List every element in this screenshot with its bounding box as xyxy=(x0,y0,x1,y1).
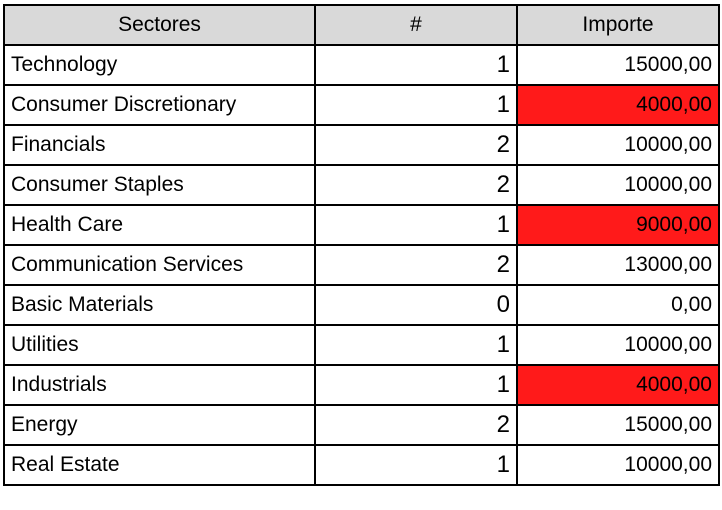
count-cell[interactable]: 2 xyxy=(314,404,518,446)
sector-cell[interactable]: Real Estate xyxy=(3,444,316,486)
amount-cell-highlighted[interactable]: 4000,00 xyxy=(516,364,720,406)
sector-cell[interactable]: Communication Services xyxy=(3,244,316,286)
count-cell[interactable]: 2 xyxy=(314,164,518,206)
count-cell[interactable]: 1 xyxy=(314,204,518,246)
table-row: Basic Materials 0 0,00 xyxy=(3,284,720,326)
sector-cell[interactable]: Technology xyxy=(3,44,316,86)
count-cell[interactable]: 1 xyxy=(314,84,518,126)
count-cell[interactable]: 1 xyxy=(314,444,518,486)
table-row: Industrials 1 4000,00 xyxy=(3,364,720,406)
count-cell[interactable]: 2 xyxy=(314,244,518,286)
amount-cell-highlighted[interactable]: 9000,00 xyxy=(516,204,720,246)
amount-cell[interactable]: 10000,00 xyxy=(516,444,720,486)
header-amount[interactable]: Importe xyxy=(516,4,720,46)
amount-cell-highlighted[interactable]: 4000,00 xyxy=(516,84,720,126)
sector-table-container: Sectores # Importe Technology 1 15000,00 Co… xyxy=(3,4,720,486)
sector-cell[interactable]: Energy xyxy=(3,404,316,446)
sector-cell[interactable]: Industrials xyxy=(3,364,316,406)
table-row: Consumer Staples 2 10000,00 xyxy=(3,164,720,206)
table-body: Technology 1 15000,00 Consumer Discretionar… xyxy=(3,44,720,486)
header-row: Sectores # Importe xyxy=(3,4,720,46)
count-cell[interactable]: 0 xyxy=(314,284,518,326)
amount-cell[interactable]: 10000,00 xyxy=(516,324,720,366)
sector-cell[interactable]: Basic Materials xyxy=(3,284,316,326)
table-row: Energy 2 15000,00 xyxy=(3,404,720,446)
amount-cell[interactable]: 15000,00 xyxy=(516,404,720,446)
sector-cell[interactable]: Utilities xyxy=(3,324,316,366)
header-count[interactable]: # xyxy=(314,4,518,46)
table-row: Health Care 1 9000,00 xyxy=(3,204,720,246)
amount-cell[interactable]: 13000,00 xyxy=(516,244,720,286)
amount-cell[interactable]: 10000,00 xyxy=(516,124,720,166)
table-row: Consumer Discretionary 1 4000,00 xyxy=(3,84,720,126)
sector-cell[interactable]: Financials xyxy=(3,124,316,166)
sector-cell[interactable]: Consumer Staples xyxy=(3,164,316,206)
amount-cell[interactable]: 10000,00 xyxy=(516,164,720,206)
table-row: Utilities 1 10000,00 xyxy=(3,324,720,366)
amount-cell[interactable]: 15000,00 xyxy=(516,44,720,86)
sector-table: Sectores # Importe Technology 1 15000,00 Co… xyxy=(3,4,720,486)
sector-cell[interactable]: Consumer Discretionary xyxy=(3,84,316,126)
count-cell[interactable]: 2 xyxy=(314,124,518,166)
table-row: Communication Services 2 13000,00 xyxy=(3,244,720,286)
count-cell[interactable]: 1 xyxy=(314,324,518,366)
count-cell[interactable]: 1 xyxy=(314,364,518,406)
header-sector[interactable]: Sectores xyxy=(3,4,316,46)
table-row: Financials 2 10000,00 xyxy=(3,124,720,166)
table-row: Technology 1 15000,00 xyxy=(3,44,720,86)
table-row: Real Estate 1 10000,00 xyxy=(3,444,720,486)
amount-cell[interactable]: 0,00 xyxy=(516,284,720,326)
count-cell[interactable]: 1 xyxy=(314,44,518,86)
sector-cell[interactable]: Health Care xyxy=(3,204,316,246)
